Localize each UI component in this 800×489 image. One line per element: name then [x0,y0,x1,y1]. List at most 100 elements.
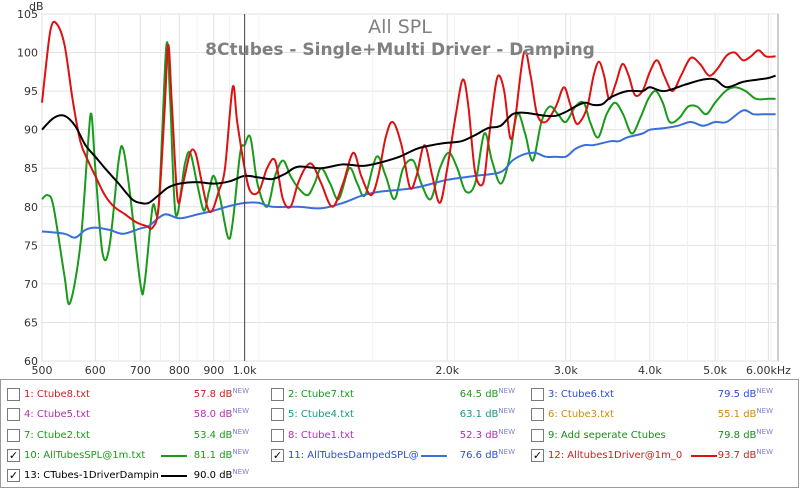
legend-label: 7: Ctube2.txt [24,430,90,441]
unchecked-checkbox[interactable] [271,429,284,442]
new-badge: NEW [498,448,515,456]
unchecked-checkbox[interactable] [271,388,284,401]
legend-item[interactable]: 6: Ctube3.txt 55.1 dBNEW [531,405,793,425]
unchecked-checkbox[interactable] [531,388,544,401]
legend-value-text: 55.1 dB [717,409,757,420]
new-badge: NEW [756,428,773,436]
legend-label: 10: AllTubesSPL@1m.txt [24,450,146,461]
legend-item[interactable]: ✓ 12: Alltubes1Driver@1m_0 93.7 dBNEW [531,446,793,466]
legend-label: 2: Ctube7.txt [288,389,354,400]
chart-title: All SPL [368,16,432,38]
y-tick-label: 75 [24,239,38,252]
x-tick-label: 800 [169,364,190,377]
legend-value: 52.3 dBNEW [271,426,515,446]
legend-item[interactable]: 8: Ctube1.txt 52.3 dBNEW [271,426,535,446]
unchecked-checkbox[interactable] [271,408,284,421]
legend-item[interactable]: ✓ 13: CTubes-1DriverDampin 90.0 dBNEW [7,466,269,486]
series-line-3 [41,20,776,230]
legend-label: 12: Alltubes1Driver@1m_0 [548,450,683,461]
legend-item[interactable]: 2: Ctube7.txt 64.5 dBNEW [271,385,535,405]
checked-checkbox[interactable]: ✓ [271,449,284,462]
legend-label: 8: Ctube1.txt [288,430,354,441]
legend-label: 11: AllTubesDampedSPL@ [288,450,419,461]
legend-item[interactable]: 5: Ctube4.txt 63.1 dBNEW [271,405,535,425]
x-tick-label: 4.0k [638,364,662,377]
legend-value: 93.7 dBNEW [531,446,773,466]
y-tick-label: 80 [24,201,38,214]
x-tick-label: 3.0k [554,364,578,377]
legend-panel: 1: Ctube8.txt 57.8 dBNEW 2: Ctube7.txt 64.5… [0,379,799,488]
unchecked-checkbox[interactable] [7,429,20,442]
unchecked-checkbox[interactable] [7,408,20,421]
x-tick-label: 900 [203,364,224,377]
new-badge: NEW [756,387,773,395]
checked-checkbox[interactable]: ✓ [531,449,544,462]
legend-value-text: 63.1 dB [459,409,499,420]
y-tick-label: 70 [24,278,38,291]
legend-value: 81.1 dBNEW [7,446,249,466]
checked-checkbox[interactable]: ✓ [7,469,20,482]
legend-item[interactable]: 1: Ctube8.txt 57.8 dBNEW [7,385,269,405]
legend-value-text: 52.3 dB [459,430,499,441]
legend-label: 9: Add seperate Ctubes [548,430,666,441]
legend-value-text: 81.1 dB [193,450,233,461]
new-badge: NEW [232,468,249,476]
legend-item[interactable]: 4: Ctube5.txt 58.0 dBNEW [7,405,269,425]
legend-swatch [161,475,187,477]
spl-chart: 105 100 95 90 85 80 75 70 65 60 500 600 700 800 900 1.… [17,0,792,377]
legend-swatch [421,455,447,457]
legend-value-text: 58.0 dB [193,409,233,420]
legend-value-text: 79.5 dB [717,389,757,400]
new-badge: NEW [498,387,515,395]
new-badge: NEW [232,387,249,395]
y-tick-label: 95 [24,85,38,98]
legend-value: 58.0 dBNEW [7,405,249,425]
legend-value: 79.8 dBNEW [531,426,773,446]
y-axis-label: dB [29,0,44,13]
series-line-4 [41,74,776,205]
legend-value-text: 64.5 dB [459,389,499,400]
x-tick-label: 6.00kHz [746,364,791,377]
legend-value-text: 53.4 dB [193,430,233,441]
x-tick-labels: 500 600 700 800 900 1.0k 2.0k 3.0k 4.0k 5.0k 6.00k… [32,364,792,377]
y-tick-label: 65 [24,316,38,329]
x-tick-label: 1.0k [233,364,257,377]
legend-item[interactable]: 7: Ctube2.txt 53.4 dBNEW [7,426,269,446]
y-tick-label: 100 [17,47,38,60]
x-tick-label: 5.0k [703,364,727,377]
legend-value-text: 93.7 dB [717,450,757,461]
legend-label: 6: Ctube3.txt [548,409,614,420]
legend-value-text: 76.6 dB [459,450,499,461]
legend-value-text: 90.0 dB [193,470,233,481]
x-tick-label: 2.0k [435,364,459,377]
legend-value: 57.8 dBNEW [7,385,249,405]
legend-swatch [691,455,717,457]
x-tick-label: 500 [32,364,53,377]
legend-value: 90.0 dBNEW [7,466,249,486]
legend-swatch [161,455,187,457]
new-badge: NEW [498,428,515,436]
unchecked-checkbox[interactable] [531,408,544,421]
legend-item[interactable]: ✓ 10: AllTubesSPL@1m.txt 81.1 dBNEW [7,446,269,466]
legend-label: 1: Ctube8.txt [24,389,90,400]
legend-item[interactable]: ✓ 11: AllTubesDampedSPL@ 76.6 dBNEW [271,446,535,466]
legend-label: 3: Ctube6.txt [548,389,614,400]
unchecked-checkbox[interactable] [531,429,544,442]
new-badge: NEW [756,448,773,456]
legend-value: 64.5 dBNEW [271,385,515,405]
legend-value-text: 57.8 dB [193,389,233,400]
unchecked-checkbox[interactable] [7,388,20,401]
grid-lines [41,13,778,362]
legend-label: 5: Ctube4.txt [288,409,354,420]
x-tick-label: 700 [130,364,151,377]
x-tick-label: 600 [85,364,106,377]
y-tick-label: 90 [24,124,38,137]
checked-checkbox[interactable]: ✓ [7,449,20,462]
y-tick-labels: 105 100 95 90 85 80 75 70 65 60 [17,8,38,368]
new-badge: NEW [232,448,249,456]
series-line-1 [41,41,776,306]
legend-label: 4: Ctube5.txt [24,409,90,420]
legend-value-text: 79.8 dB [717,430,757,441]
legend-item[interactable]: 3: Ctube6.txt 79.5 dBNEW [531,385,793,405]
legend-item[interactable]: 9: Add seperate Ctubes 79.8 dBNEW [531,426,793,446]
